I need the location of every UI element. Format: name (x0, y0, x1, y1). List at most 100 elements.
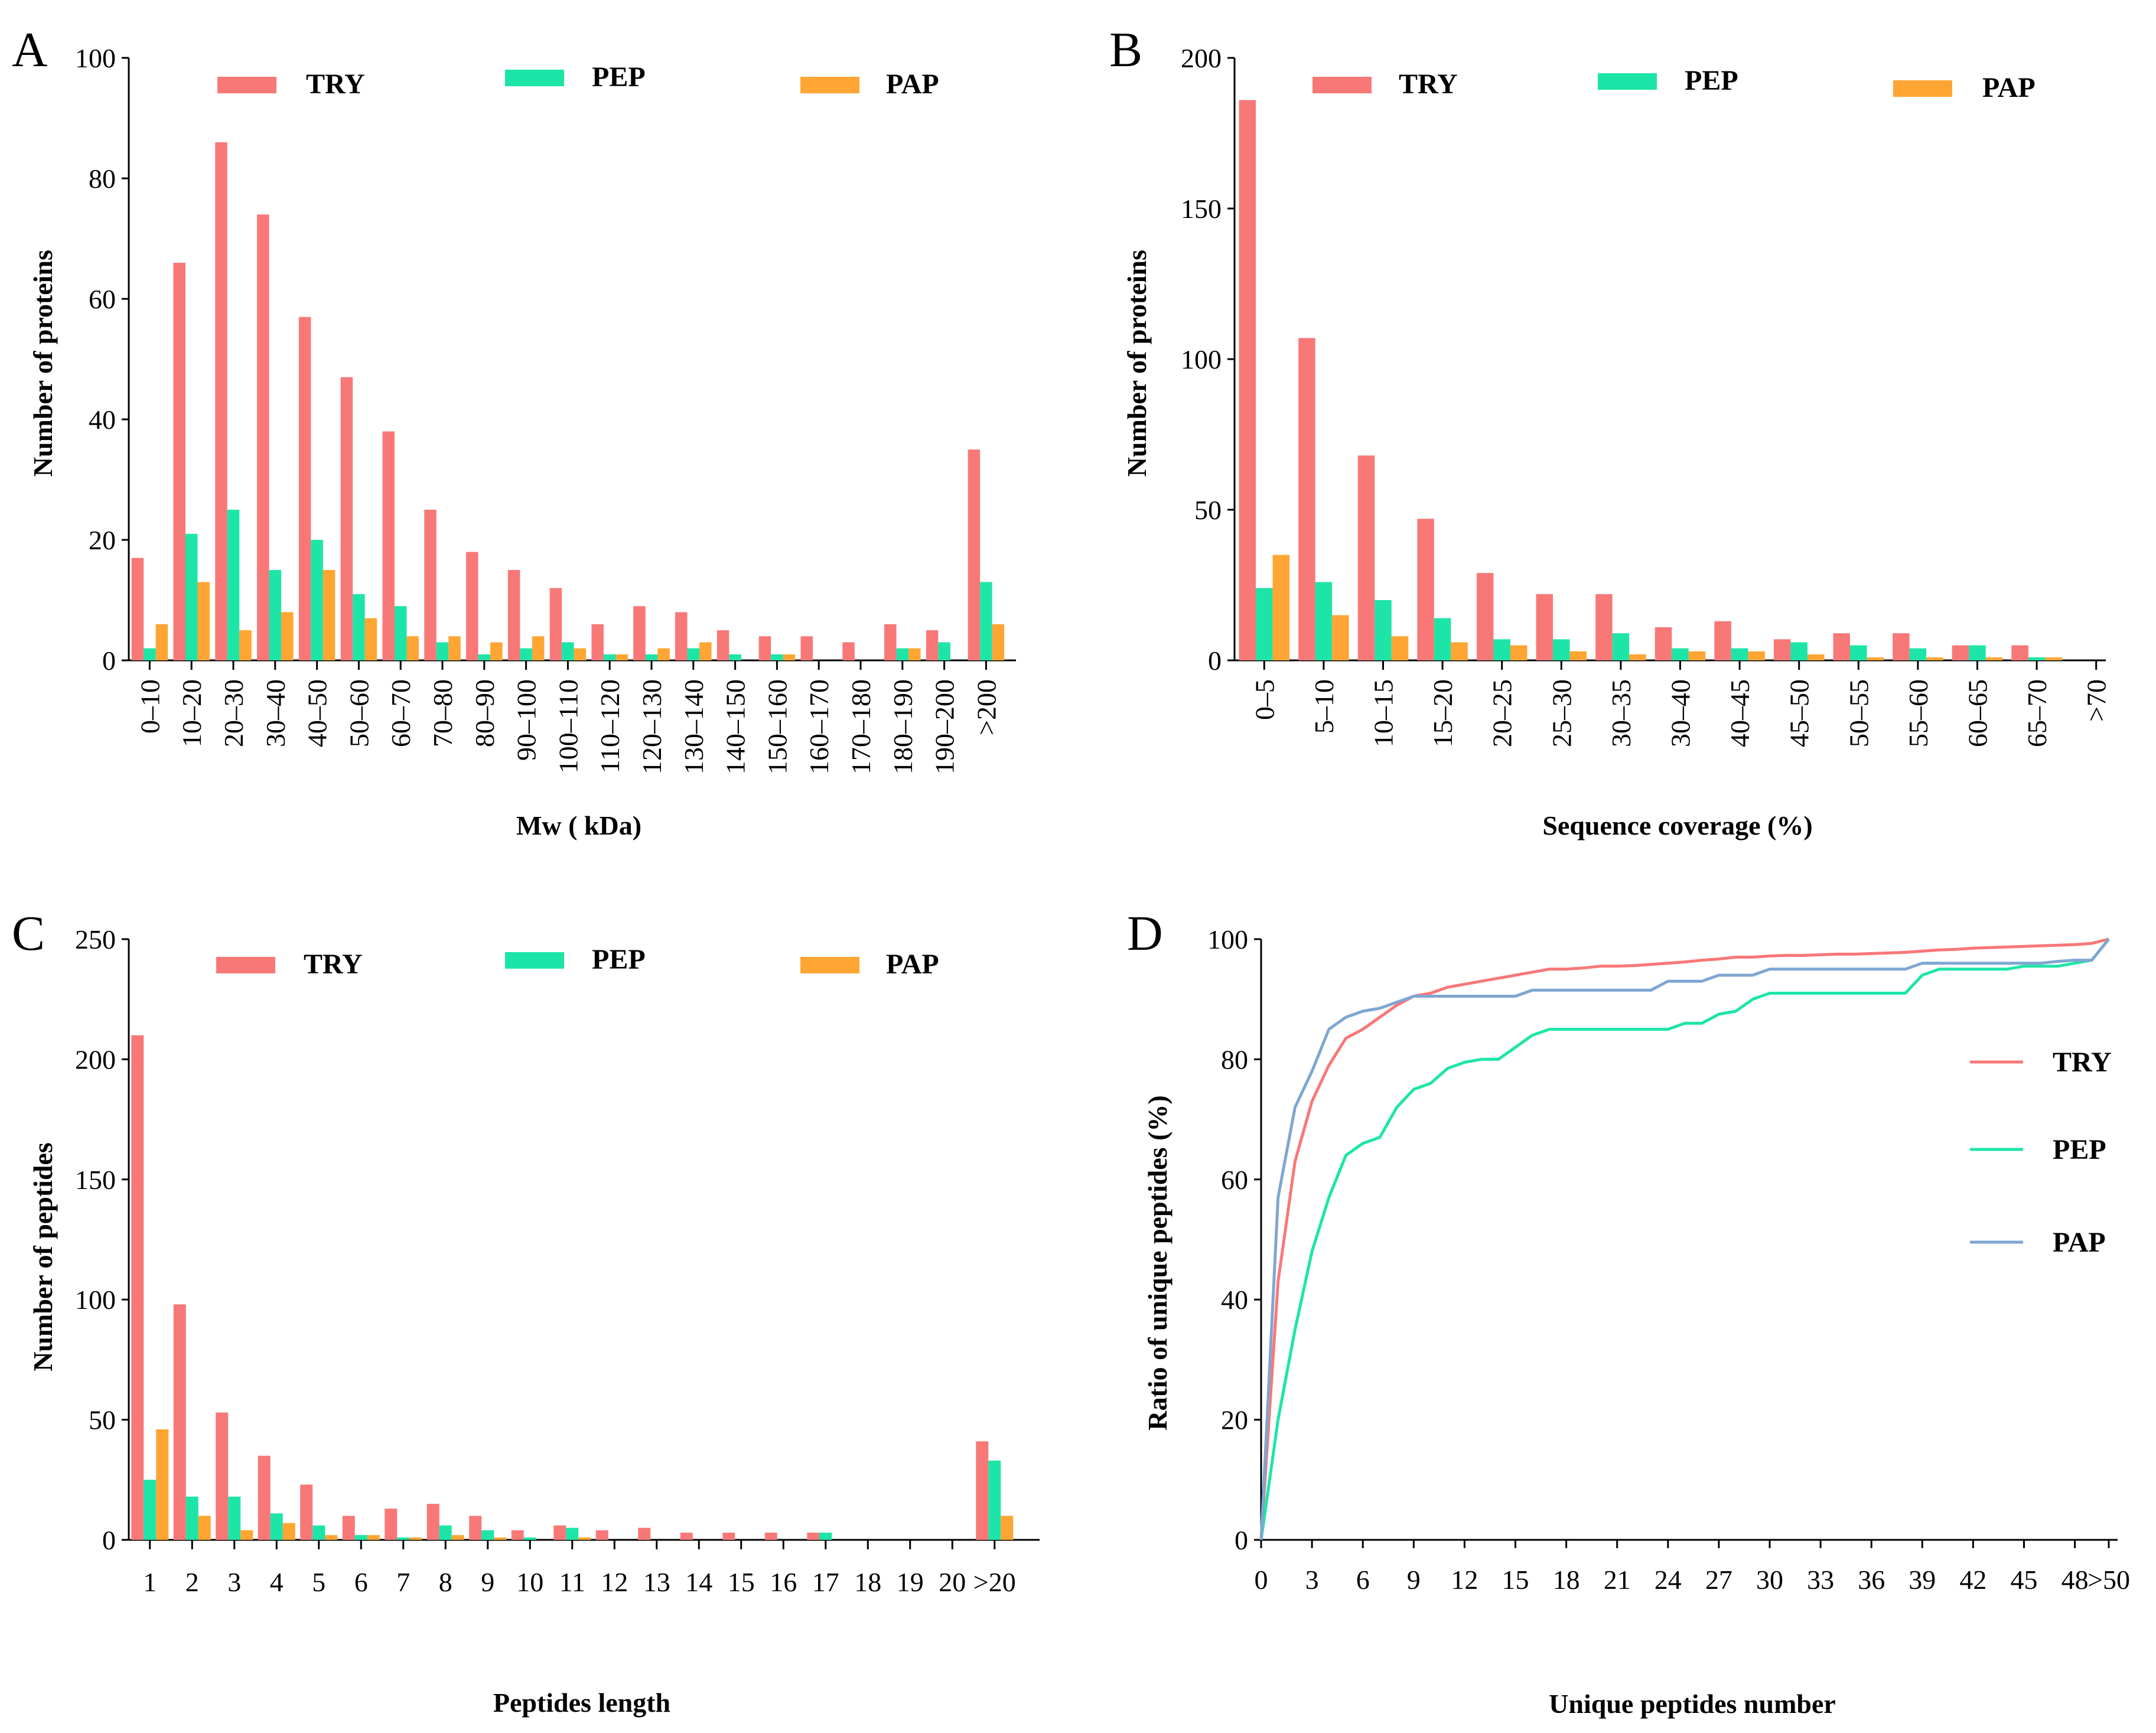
panel-a-x-tick-label: 180–190 (888, 679, 918, 774)
panel-d-xlabel: Unique peptides number (1549, 1689, 1836, 1719)
panel-b-x-tick-label: 30–35 (1606, 679, 1636, 747)
panel-d-x-tick-label: >50 (2087, 1565, 2130, 1595)
panel-b-bar-pap (1569, 651, 1587, 660)
panel-b-legend-swatch-try (1313, 77, 1372, 93)
panel-b-bar-try (1893, 633, 1910, 660)
panel-a: A 0 20 40 60 80 100 0–10 10–20 20–30 30–40 40–50 50… (12, 22, 1016, 841)
panel-a-bar-pap (406, 636, 419, 660)
panel-b-legend-swatch-pep (1598, 73, 1657, 90)
panel-a-bar-pep (353, 594, 365, 660)
panel-c-x-tick-label: 15 (728, 1567, 755, 1597)
panel-b-bar-pap (1748, 651, 1765, 660)
panel-d-x-tick-label: 39 (1909, 1565, 1936, 1595)
panel-b-bar-try (1952, 645, 1969, 660)
panel-c-bar-pep (988, 1460, 1001, 1540)
panel-c-bar-try (595, 1530, 608, 1540)
panel-a-x-tick-label: 120–130 (637, 679, 667, 774)
panel-b-bar-try (1417, 519, 1434, 660)
panel-c-bar-pap (494, 1537, 507, 1540)
panel-b-ylabel: Number of proteins (1122, 250, 1152, 477)
panel-c-letter: C (12, 906, 45, 961)
panel-a-legend-swatch-pep (505, 70, 564, 86)
panel-b-bar-try (1833, 633, 1851, 660)
panel-b-bar-pep (1375, 600, 1392, 660)
panel-c-bar-try (722, 1532, 735, 1540)
panel-b-bar-pep (1553, 639, 1570, 660)
panel-b-bar-pep (1256, 588, 1273, 660)
panel-d-legend-label-pep: PEP (2053, 1134, 2106, 1165)
panel-a-legend-label-pep: PEP (592, 61, 646, 93)
panel-b-bar-pap (1451, 642, 1468, 660)
panel-b-x-tick-label: 10–15 (1369, 679, 1399, 747)
panel-b-bar-pap (1332, 615, 1349, 660)
panel-c-x-tick-label: >20 (973, 1567, 1016, 1597)
panel-a-x-tick-label: 90–100 (512, 679, 542, 761)
panel-c-bar-pep (228, 1496, 241, 1540)
panel-b-bar-pap (1985, 657, 2003, 660)
panel-a-bar-try (549, 588, 562, 660)
panel-c-xlabel: Peptides length (493, 1688, 670, 1718)
panel-b-bar-try (1239, 100, 1256, 660)
panel-b-bar-pep (1790, 642, 1807, 660)
panel-a-x-tick-label: 130–140 (679, 679, 709, 774)
panel-c-x-tick-label: 9 (481, 1567, 494, 1597)
panel-a-bar-pep (436, 642, 449, 660)
panel-b-xlabel: Sequence coverage (%) (1542, 810, 1812, 841)
panel-c-bar-pep (397, 1537, 410, 1540)
panel-c-bar-try (173, 1304, 186, 1540)
panel-b-bar-pep (2028, 657, 2046, 660)
panel-a-y-tick-label: 60 (89, 284, 116, 314)
panel-b-bar-pep (1315, 582, 1333, 660)
panel-a-legend-swatch-pap (800, 77, 859, 93)
panel-c-bar-try (680, 1532, 693, 1540)
panel-a-x-tick-label: 190–200 (930, 679, 960, 774)
panel-c-x-tick-label: 4 (270, 1567, 284, 1597)
panel-d-letter: D (1127, 906, 1163, 961)
panel-c-bar-try (300, 1484, 313, 1540)
panel-d-x-tick-label: 9 (1407, 1565, 1421, 1595)
panel-c-x-tick-label: 17 (812, 1567, 839, 1597)
panel-a-legend-label-try: TRY (306, 69, 365, 100)
panel-c-bar-try (553, 1525, 566, 1540)
panel-d-x-tick-label: 30 (1756, 1565, 1783, 1595)
panel-d-x-tick-label: 33 (1807, 1565, 1834, 1595)
panel-c-bar-pep (523, 1537, 536, 1540)
panel-a-bar-pep (311, 540, 323, 660)
panel-a-x-tick-label: 70–80 (428, 679, 458, 747)
panel-d-line-pep (1259, 938, 2110, 1540)
panel-a-bar-pap (323, 570, 336, 660)
panel-d-line-pap (1259, 938, 2110, 1540)
panel-a-bar-pap (155, 624, 168, 660)
panel-a-bar-pap (657, 648, 670, 660)
panel-a-bar-try (842, 642, 855, 660)
panel-a-bar-try (131, 558, 144, 660)
panel-a-y-tick-label: 0 (102, 646, 116, 676)
panel-d-x-tick-label: 42 (1959, 1565, 1986, 1595)
panel-b-legend-label-pap: PAP (1982, 72, 2036, 103)
panel-b-bar-try (1773, 639, 1791, 660)
panel-a-x-tick-label: 10–20 (177, 679, 207, 747)
panel-c-x-tick-label: 10 (516, 1567, 543, 1597)
panel-a-x-tick-label: 140–150 (721, 679, 751, 774)
panel-b-bar-try (1298, 338, 1315, 660)
panel-d-x-tick-label: 21 (1604, 1565, 1631, 1595)
panel-b-y-tick-label: 50 (1194, 495, 1222, 525)
panel-a-bar-try (340, 377, 353, 660)
panel-d-y-tick-label: 80 (1221, 1044, 1248, 1074)
panel-d-y-tick-label: 60 (1221, 1165, 1248, 1195)
panel-c-x-tick-label: 16 (770, 1567, 797, 1597)
panel-b-bar-pep (1672, 648, 1689, 660)
panel-a-x-tick-label: >200 (971, 679, 1001, 735)
panel-c-bar-pep (481, 1530, 494, 1540)
panel-d-x-tick-label: 18 (1553, 1565, 1580, 1595)
panel-b-bar-pap (2045, 657, 2062, 660)
panel-a-bar-pap (490, 642, 503, 660)
panel-a-x-tick-label: 20–30 (219, 679, 249, 747)
panel-d-legend-label-try: TRY (2053, 1047, 2112, 1078)
panel-b-bar-try (1476, 573, 1494, 660)
panel-d-x-tick-label: 48 (2061, 1565, 2089, 1595)
panel-a-bar-try (675, 612, 688, 660)
